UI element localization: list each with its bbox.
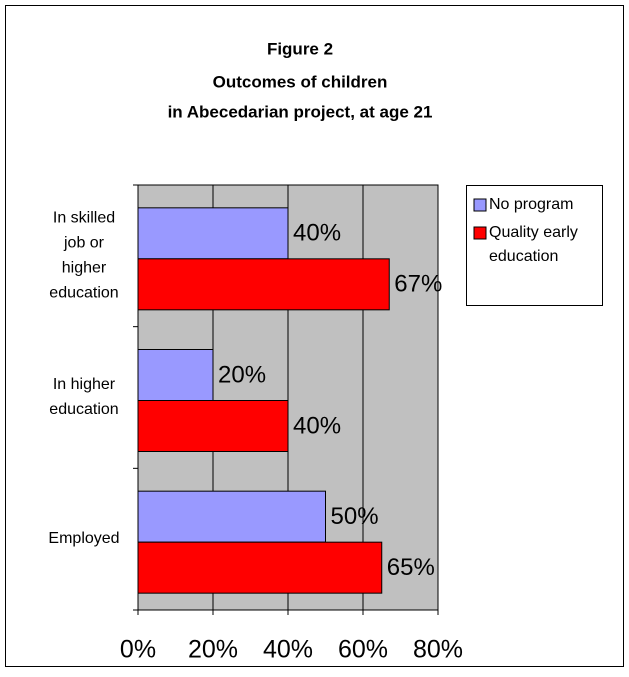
y-tick-label-line: higher bbox=[62, 260, 107, 277]
legend bbox=[466, 185, 603, 306]
data-label: 65% bbox=[387, 554, 435, 581]
y-tick-label-line: education bbox=[49, 285, 118, 302]
bar bbox=[137, 400, 289, 452]
y-tick-label: Employed bbox=[48, 530, 119, 547]
x-tick-label: 40% bbox=[263, 636, 313, 664]
x-tick-label: 80% bbox=[413, 636, 463, 664]
bar bbox=[137, 207, 289, 260]
legend-swatch bbox=[473, 198, 487, 212]
y-tick-label-line: education bbox=[49, 401, 118, 418]
data-label: 20% bbox=[218, 361, 266, 388]
chart-subtitle: Outcomes of children bbox=[213, 72, 388, 91]
y-tick-label: In higher education bbox=[49, 376, 118, 418]
chart-subtitle: in Abecedarian project, at age 21 bbox=[168, 102, 433, 121]
y-tick-label-line: In skilled bbox=[53, 210, 115, 227]
y-tick-label-line: Employed bbox=[48, 530, 119, 547]
data-label: 40% bbox=[293, 220, 341, 247]
y-tick-label-line: job or bbox=[63, 235, 105, 252]
data-label: 67% bbox=[394, 271, 442, 298]
bar bbox=[137, 490, 326, 543]
x-tick-label: 20% bbox=[188, 636, 238, 664]
x-tick-label: 60% bbox=[338, 636, 388, 664]
data-label: 40% bbox=[293, 412, 341, 439]
chart-title: Figure 2 bbox=[267, 39, 333, 58]
legend-swatch bbox=[473, 226, 487, 240]
bar bbox=[137, 541, 383, 594]
legend-label: Quality early bbox=[489, 224, 578, 241]
y-tick-label: In skilled job or higher education bbox=[49, 210, 118, 302]
bar bbox=[137, 258, 390, 311]
legend-label: education bbox=[489, 248, 558, 265]
y-tick-label-line: In higher bbox=[53, 376, 116, 393]
data-label: 50% bbox=[331, 503, 379, 530]
x-tick-label: 0% bbox=[120, 636, 156, 664]
legend-label: No program bbox=[489, 196, 573, 213]
bar bbox=[137, 349, 214, 401]
